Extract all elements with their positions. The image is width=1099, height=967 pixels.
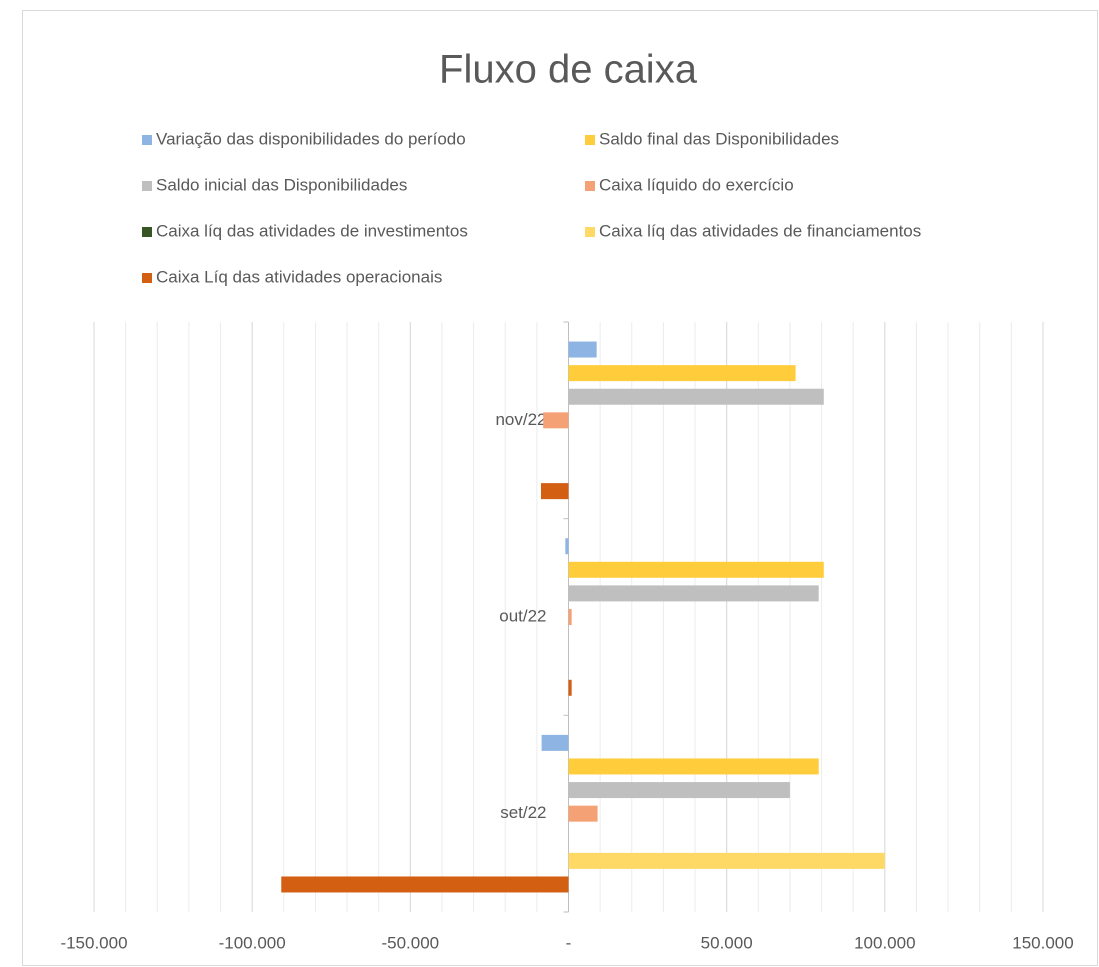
legend-label: Saldo final das Disponibilidades — [599, 129, 839, 148]
legend-swatch — [142, 135, 152, 145]
legend-swatch — [142, 227, 152, 237]
legend-label: Caixa líq das atividades de financiament… — [599, 221, 921, 240]
legend-swatch — [142, 181, 152, 191]
bar — [568, 609, 572, 625]
bar — [540, 483, 569, 500]
bar — [281, 876, 569, 893]
y-tick-label: out/22 — [499, 606, 546, 625]
bar — [568, 365, 796, 382]
x-tick-label: - — [566, 933, 572, 952]
bar — [568, 679, 572, 696]
bar — [568, 805, 598, 822]
legend-label: Saldo inicial das Disponibilidades — [156, 175, 407, 194]
bar — [568, 758, 819, 775]
legend-swatch — [585, 135, 595, 145]
legend-label: Variação das disponibilidades do período — [156, 129, 466, 148]
legend-swatch — [585, 227, 595, 237]
x-tick-label: -150.000 — [60, 933, 127, 952]
bar — [543, 412, 569, 429]
bar — [541, 734, 569, 751]
legend-swatch — [585, 181, 595, 191]
y-tick-label: nov/22 — [495, 410, 546, 429]
bar — [568, 852, 885, 869]
x-tick-label: 100.000 — [854, 933, 915, 952]
chart-title: Fluxo de caixa — [439, 48, 698, 92]
x-tick-label: 50.000 — [701, 933, 753, 952]
bar — [568, 585, 819, 602]
bar — [568, 388, 824, 405]
legend-label: Caixa líq das atividades de investimento… — [156, 221, 468, 240]
bar — [568, 782, 790, 799]
bar — [568, 561, 824, 578]
y-tick-label: set/22 — [500, 803, 546, 822]
legend-label: Caixa líquido do exercício — [599, 175, 794, 194]
legend-label: Caixa Líq das atividades operacionais — [156, 267, 442, 286]
x-tick-label: 150.000 — [1012, 933, 1073, 952]
bar — [568, 341, 597, 358]
x-tick-label: -50.000 — [381, 933, 439, 952]
bar — [565, 538, 569, 555]
legend-swatch — [142, 273, 152, 283]
x-tick-label: -100.000 — [219, 933, 286, 952]
